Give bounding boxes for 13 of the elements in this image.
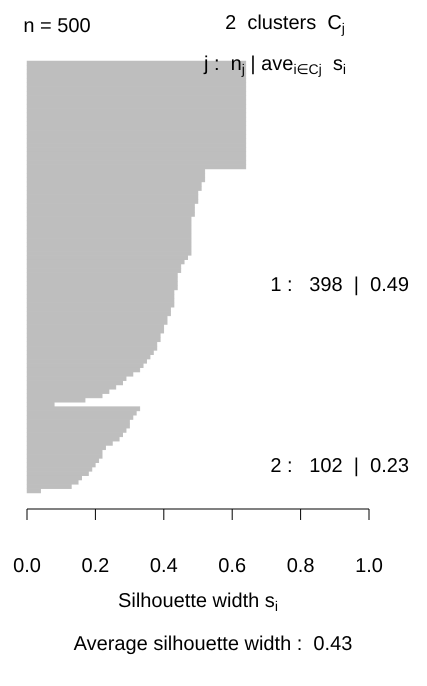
- x-tick-label: 0.2: [81, 555, 110, 577]
- chart-subtitle: j : n$_{j}$ | ave$_{i∈Cj}$ s$_{i}$: [202, 53, 346, 78]
- text: n = 500: [23, 15, 91, 37]
- x-tick-label: 0.4: [150, 555, 178, 577]
- x-tick-label: 0.6: [218, 555, 246, 577]
- annotation: 2 : 102 | 0.23: [270, 455, 409, 477]
- x-axis-title: Silhouette width s$_{i}$: [118, 590, 278, 614]
- x-tick-label: 0.0: [13, 555, 41, 577]
- x-tick-label: 1.0: [355, 555, 383, 577]
- chart-title: 2 clusters C$_{j}$: [225, 12, 345, 36]
- annotation: 1 : 398 | 0.49: [270, 274, 409, 296]
- x-tick-label: 0.8: [286, 555, 315, 577]
- text: Average silhouette width : 0.43: [74, 633, 352, 655]
